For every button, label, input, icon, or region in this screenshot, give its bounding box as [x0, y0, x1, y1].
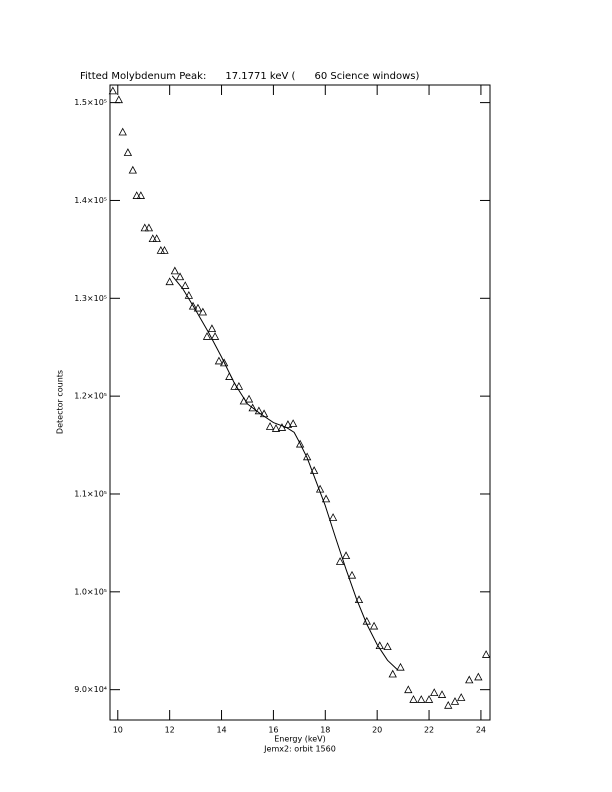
x-tick-label: 14 — [216, 726, 226, 735]
data-point — [108, 86, 118, 95]
data-point — [254, 406, 264, 415]
data-point — [170, 266, 180, 275]
x-axis-title: Energy (keV) — [274, 735, 326, 744]
data-point — [457, 693, 466, 701]
data-point — [175, 272, 185, 281]
data-point — [341, 551, 351, 560]
data-point — [188, 301, 198, 310]
data-point — [114, 95, 123, 104]
data-point — [132, 191, 141, 199]
chart-title: Fitted Molybdenum Peak: 17.1771 keV ( 60… — [80, 71, 420, 82]
data-point — [444, 700, 453, 709]
data-point — [265, 422, 275, 430]
data-point — [214, 356, 224, 365]
data-point — [404, 685, 413, 694]
data-point — [396, 662, 405, 671]
x-tick-label: 24 — [476, 726, 486, 735]
data-point — [202, 332, 212, 340]
data-point — [430, 688, 439, 697]
x-tick-label: 22 — [424, 726, 434, 735]
data-point — [369, 621, 379, 630]
data-point — [409, 695, 418, 703]
data-point — [481, 650, 491, 658]
y-tick-label: 1.3×10⁵ — [74, 294, 107, 303]
data-point — [244, 394, 254, 403]
y-tick-label: 1.4×10⁵ — [74, 196, 107, 205]
data-point — [219, 358, 229, 367]
data-point — [388, 669, 397, 678]
y-tick-label: 1.1×10⁵ — [74, 489, 107, 498]
data-point — [207, 324, 217, 333]
data-point — [234, 382, 244, 390]
plot-frame — [109, 84, 491, 721]
data-point — [128, 165, 137, 174]
data-point — [417, 695, 426, 703]
data-point — [181, 281, 190, 289]
data-point — [321, 494, 331, 503]
x-tick-label: 16 — [268, 726, 278, 735]
y-tick-label: 9.0×10⁴ — [74, 685, 107, 694]
subtitle: Jemx2: orbit 1560 — [263, 745, 336, 754]
y-tick-label: 1.0×10⁵ — [74, 587, 107, 596]
data-point — [271, 424, 281, 432]
data-point — [248, 403, 257, 412]
y-tick-label: 1.2×10⁵ — [74, 392, 107, 401]
data-point — [450, 697, 460, 705]
data-point — [160, 246, 169, 254]
data-point — [288, 419, 298, 427]
data-point — [152, 234, 161, 243]
x-tick-label: 20 — [372, 726, 382, 735]
data-point — [283, 420, 293, 428]
data-point — [118, 127, 127, 136]
y-tick-label: 1.5×10⁵ — [74, 98, 107, 107]
data-point — [335, 557, 345, 565]
data-point — [123, 148, 133, 156]
data-point — [383, 642, 392, 651]
data-point — [136, 191, 146, 199]
data-point — [347, 570, 357, 579]
x-tick-label: 12 — [165, 726, 175, 735]
data-point — [198, 307, 208, 316]
data-point — [302, 452, 312, 461]
data-point — [295, 439, 305, 448]
data-point — [354, 595, 364, 604]
data-point — [424, 695, 434, 703]
data-point — [328, 513, 338, 521]
data-point — [140, 223, 149, 232]
data-point — [465, 675, 474, 684]
data-point — [165, 277, 174, 286]
data-point — [277, 423, 287, 431]
data-point — [193, 303, 203, 312]
x-tick-label: 10 — [113, 726, 123, 735]
data-point — [474, 672, 483, 681]
data-point — [437, 690, 447, 698]
fit-line — [171, 275, 399, 671]
data-point — [144, 223, 154, 232]
x-tick-label: 18 — [320, 726, 330, 735]
data-point — [210, 332, 220, 340]
y-axis-title: Detector counts — [56, 370, 65, 434]
